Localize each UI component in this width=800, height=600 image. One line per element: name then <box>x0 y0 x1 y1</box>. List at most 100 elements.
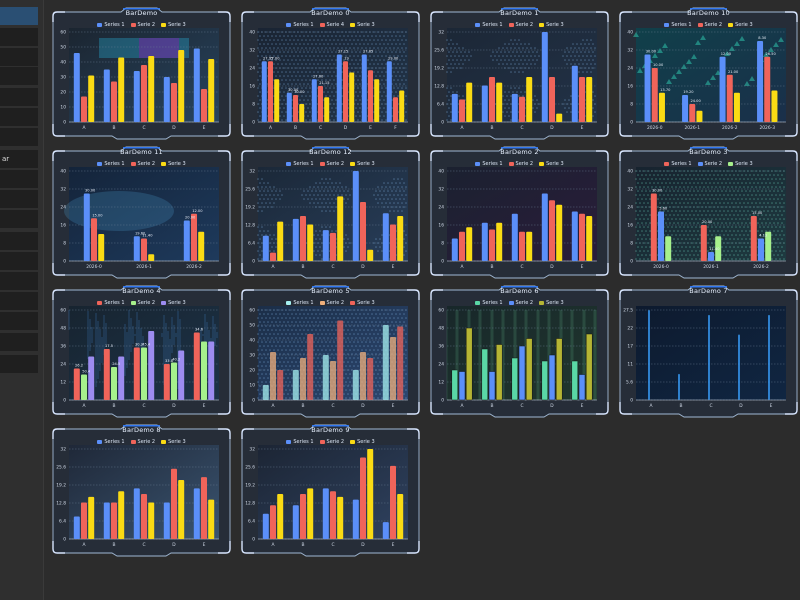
bar[interactable] <box>208 499 215 539</box>
bar[interactable] <box>103 349 110 400</box>
legend-item[interactable]: Series 1 <box>286 161 314 167</box>
bar[interactable] <box>665 236 672 261</box>
bar[interactable] <box>466 82 473 122</box>
bar[interactable] <box>268 61 273 122</box>
bar[interactable] <box>757 41 764 122</box>
legend-item[interactable]: Series 1 <box>286 439 314 445</box>
bar[interactable] <box>148 502 155 539</box>
bar[interactable] <box>171 83 177 122</box>
bar[interactable] <box>178 50 185 122</box>
bar[interactable] <box>88 496 95 539</box>
bar[interactable] <box>750 216 757 261</box>
bar[interactable] <box>719 56 726 122</box>
sidebar-item-4[interactable] <box>0 88 38 106</box>
bar[interactable] <box>726 74 733 122</box>
bar[interactable] <box>73 516 80 540</box>
bar[interactable] <box>696 110 703 122</box>
bar[interactable] <box>299 104 305 122</box>
bar[interactable] <box>300 494 306 539</box>
bar[interactable] <box>270 352 276 400</box>
legend-item[interactable]: Serie 3 <box>161 22 186 28</box>
bar[interactable] <box>141 494 147 539</box>
bar[interactable] <box>324 97 330 122</box>
chart-card-2[interactable]: 0 6.4 12.8 19.2 25.6 32 A B C D E BarDemo 1 Series 1… <box>429 7 610 140</box>
bar[interactable] <box>397 216 404 261</box>
sidebar-item-12[interactable] <box>0 252 38 270</box>
bar[interactable] <box>148 254 155 261</box>
bar[interactable] <box>270 505 276 539</box>
legend-item[interactable]: Serie 2 <box>319 439 344 445</box>
legend-item[interactable]: Serie 2 <box>508 300 533 306</box>
bar[interactable] <box>81 96 87 123</box>
legend-item[interactable]: Serie 3 <box>161 161 186 167</box>
bar[interactable] <box>171 468 177 539</box>
bar[interactable] <box>178 350 185 401</box>
bar[interactable] <box>700 225 707 261</box>
bar[interactable] <box>658 92 665 122</box>
bar[interactable] <box>465 327 473 401</box>
bar[interactable] <box>541 32 548 122</box>
bar[interactable] <box>651 68 658 122</box>
bar[interactable] <box>541 360 549 401</box>
sidebar-item-10[interactable] <box>0 210 38 228</box>
bar[interactable] <box>318 86 323 122</box>
bar[interactable] <box>526 231 533 261</box>
bar[interactable] <box>579 77 585 122</box>
bar[interactable] <box>274 79 280 122</box>
legend-item[interactable]: Serie 2 <box>508 161 533 167</box>
bar[interactable] <box>91 218 97 261</box>
bar[interactable] <box>292 218 299 261</box>
sidebar-item-6[interactable] <box>0 128 38 146</box>
bar[interactable] <box>548 354 556 401</box>
bar[interactable] <box>361 54 367 123</box>
bar[interactable] <box>459 99 465 123</box>
bar[interactable] <box>293 95 298 122</box>
bar[interactable] <box>758 238 764 262</box>
bar[interactable] <box>571 360 579 401</box>
chart-card-8[interactable]: 0 12 24 36 48 60 A B C D E 26.2 17.5 30.2 33.8 34.6 50.4… <box>51 285 232 418</box>
chart-card-4[interactable]: 0 8 16 24 32 40 2026-0 2026-1 2026-2 30.00 19.60 20… <box>51 146 232 279</box>
bar[interactable] <box>307 224 314 261</box>
bar[interactable] <box>118 57 125 123</box>
sidebar-item-7[interactable]: ar <box>0 150 38 168</box>
bar[interactable] <box>525 338 533 401</box>
bar[interactable] <box>451 93 458 122</box>
bar[interactable] <box>98 234 105 261</box>
chart-card-1[interactable]: 0 8 16 24 32 40 A B C D E F 27.15 30.00 27.00 27.15 27.8… <box>240 7 421 140</box>
bar[interactable] <box>343 61 348 122</box>
legend-item[interactable]: Serie 2 <box>697 22 722 28</box>
bar[interactable] <box>73 368 80 401</box>
bar[interactable] <box>738 334 740 400</box>
bar[interactable] <box>193 48 200 123</box>
bar[interactable] <box>208 59 215 122</box>
bar[interactable] <box>270 252 276 261</box>
bar[interactable] <box>133 71 140 122</box>
bar[interactable] <box>337 320 344 401</box>
bar[interactable] <box>322 355 329 400</box>
legend-item[interactable]: Serie 3 <box>350 22 375 28</box>
bar[interactable] <box>201 477 207 539</box>
bar[interactable] <box>549 200 555 261</box>
legend-item[interactable]: Serie 3 <box>539 22 564 28</box>
legend-item[interactable]: Serie 3 <box>728 22 753 28</box>
bar[interactable] <box>382 213 389 261</box>
bar[interactable] <box>178 479 185 539</box>
bar[interactable] <box>768 314 770 400</box>
bar[interactable] <box>708 252 714 261</box>
bar[interactable] <box>496 82 503 122</box>
bar[interactable] <box>360 352 366 400</box>
bar[interactable] <box>571 65 578 122</box>
bar[interactable] <box>511 93 518 122</box>
bar[interactable] <box>555 338 563 401</box>
bar[interactable] <box>511 357 519 401</box>
bar[interactable] <box>141 238 147 262</box>
bar[interactable] <box>393 97 398 122</box>
bar[interactable] <box>300 216 306 261</box>
bar[interactable] <box>708 314 710 400</box>
bar[interactable] <box>578 374 586 401</box>
legend-item[interactable]: Series 1 <box>97 300 125 306</box>
bar[interactable] <box>311 79 317 122</box>
bar[interactable] <box>83 193 90 262</box>
sidebar-item-0[interactable] <box>0 7 38 25</box>
bar[interactable] <box>481 348 489 401</box>
